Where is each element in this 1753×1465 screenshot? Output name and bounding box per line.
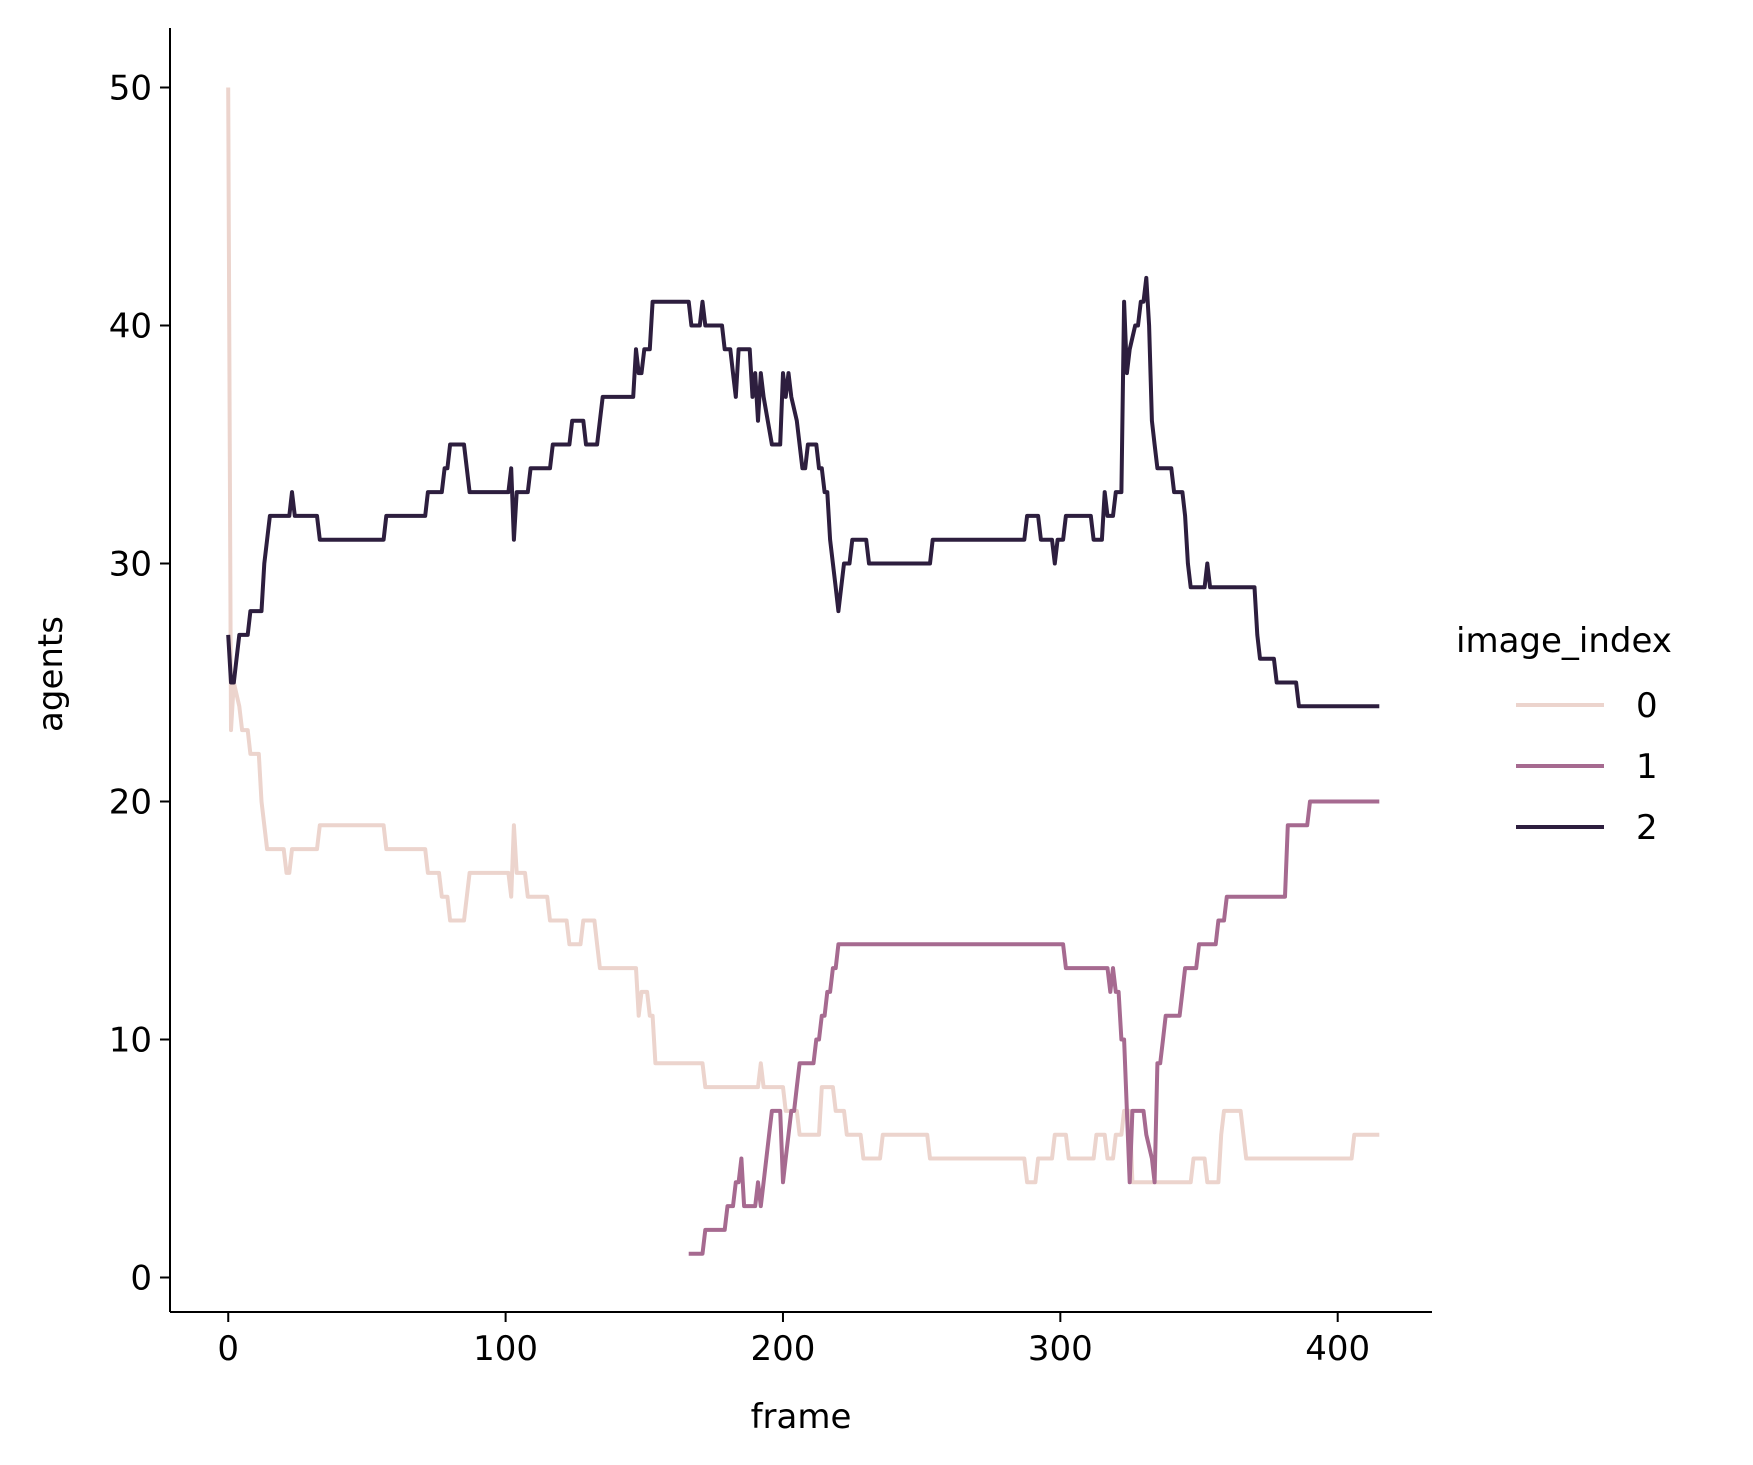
legend-title: image_index — [1456, 621, 1672, 661]
legend-label: 0 — [1636, 686, 1658, 726]
x-tick-label: 200 — [751, 1329, 816, 1369]
legend-entry-2: 2 — [1516, 808, 1658, 848]
y-axis-label: agents — [31, 616, 71, 732]
x-axis-label: frame — [751, 1397, 852, 1437]
x-ticks: 0 100 200 300 400 — [217, 1312, 1370, 1369]
legend-label: 2 — [1636, 808, 1658, 848]
y-tick-label: 40 — [109, 306, 152, 346]
axes — [169, 28, 1432, 1313]
x-tick-label: 100 — [473, 1329, 538, 1369]
x-tick-label: 400 — [1305, 1329, 1370, 1369]
series-line-0 — [226, 87, 1380, 1185]
y-tick-label: 50 — [109, 68, 152, 108]
y-tick-label: 0 — [130, 1258, 152, 1298]
y-tick-label: 20 — [109, 782, 152, 822]
legend-entry-1: 1 — [1516, 747, 1658, 787]
x-tick-label: 0 — [217, 1329, 239, 1369]
legend-label: 1 — [1636, 747, 1658, 787]
series-line-2 — [226, 275, 1380, 709]
series-layer — [226, 87, 1380, 1256]
y-tick-label: 30 — [109, 544, 152, 584]
x-tick-label: 300 — [1028, 1329, 1093, 1369]
legend: image_index 0 1 2 — [1456, 621, 1672, 848]
series-line-1 — [688, 799, 1380, 1256]
legend-entry-0: 0 — [1516, 686, 1658, 726]
y-ticks: 0 10 20 30 40 50 — [109, 68, 170, 1298]
legend-entries: 0 1 2 — [1516, 686, 1658, 848]
y-tick-label: 10 — [109, 1020, 152, 1060]
